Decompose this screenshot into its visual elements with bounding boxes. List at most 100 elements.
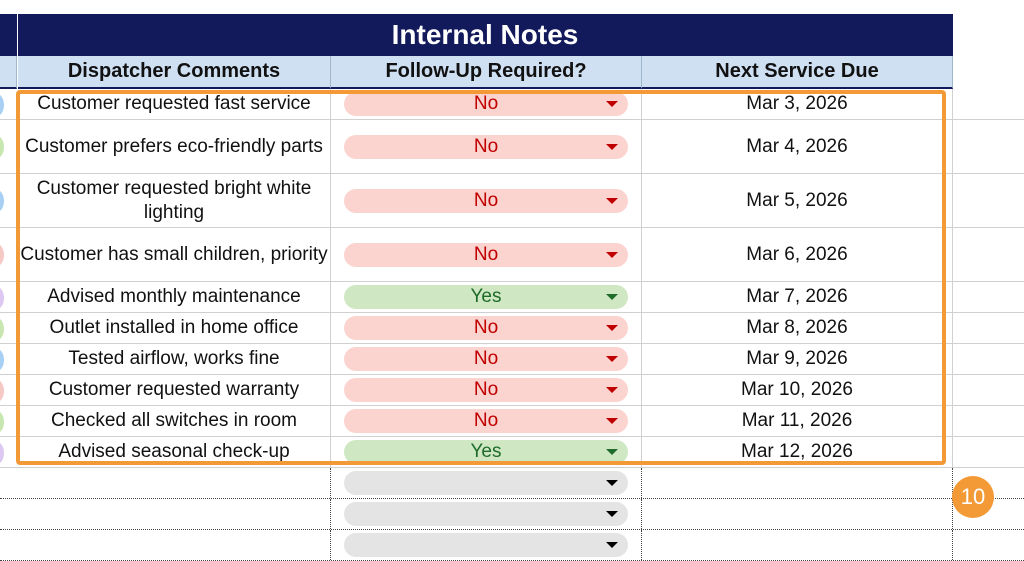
next-service-cell[interactable]: Mar 7, 2026 bbox=[642, 282, 953, 312]
followup-dropdown[interactable] bbox=[344, 533, 628, 557]
next-service-cell[interactable]: Mar 11, 2026 bbox=[642, 406, 953, 436]
empty-table-row[interactable] bbox=[0, 468, 1024, 499]
dispatcher-comment-cell[interactable]: Customer requested fast service bbox=[18, 89, 331, 119]
dropdown-caret-icon bbox=[606, 356, 618, 362]
table-row[interactable]: Customer requested warranty No Mar 10, 202… bbox=[0, 375, 1024, 406]
followup-cell bbox=[331, 468, 642, 498]
dispatcher-comment-cell[interactable]: Customer requested warranty bbox=[18, 375, 331, 405]
dispatcher-comment-cell[interactable]: Checked all switches in room bbox=[18, 406, 331, 436]
followup-dropdown[interactable] bbox=[344, 471, 628, 495]
dispatcher-comment-cell[interactable] bbox=[18, 499, 331, 529]
banner-right-edge bbox=[952, 14, 953, 56]
dispatcher-comment-cell[interactable]: Customer requested bright white lighting bbox=[18, 174, 331, 227]
table-row[interactable]: Advised monthly maintenance Yes Mar 7, 202… bbox=[0, 282, 1024, 313]
next-service-cell[interactable] bbox=[642, 468, 953, 498]
row-status-dot bbox=[0, 441, 4, 464]
dispatcher-comment-cell[interactable] bbox=[18, 468, 331, 498]
followup-dropdown[interactable]: No bbox=[344, 188, 628, 213]
next-service-date: Mar 4, 2026 bbox=[746, 135, 848, 157]
followup-dropdown[interactable]: No bbox=[344, 378, 628, 402]
table-row[interactable]: Customer requested fast service No Mar 3, … bbox=[0, 89, 1024, 120]
column-header-next-service[interactable]: Next Service Due bbox=[642, 56, 953, 89]
next-service-cell[interactable]: Mar 4, 2026 bbox=[642, 120, 953, 173]
followup-cell: No bbox=[331, 375, 642, 405]
next-service-date: Mar 5, 2026 bbox=[746, 189, 848, 211]
followup-dropdown[interactable]: No bbox=[344, 409, 628, 433]
table-row[interactable]: Checked all switches in room No Mar 11, 20… bbox=[0, 406, 1024, 437]
next-service-cell[interactable]: Mar 5, 2026 bbox=[642, 174, 953, 227]
next-service-date: Mar 12, 2026 bbox=[741, 441, 853, 462]
followup-dropdown[interactable]: No bbox=[344, 347, 628, 371]
column-header-comments[interactable]: Dispatcher Comments bbox=[18, 56, 331, 89]
table-row[interactable]: Advised seasonal check-up Yes Mar 12, 2026 bbox=[0, 437, 1024, 468]
dropdown-caret-icon bbox=[606, 387, 618, 393]
next-service-cell[interactable]: Mar 8, 2026 bbox=[642, 313, 953, 343]
dispatcher-comment: Checked all switches in room bbox=[50, 410, 298, 431]
row-status-dot bbox=[0, 317, 4, 340]
table-row[interactable]: Customer has small children, priority No M… bbox=[0, 228, 1024, 282]
column-header-comments-label: Dispatcher Comments bbox=[67, 60, 281, 82]
followup-cell: Yes bbox=[331, 437, 642, 467]
dropdown-caret-icon bbox=[606, 325, 618, 331]
dropdown-caret-icon bbox=[606, 101, 618, 107]
followup-dropdown[interactable]: No bbox=[344, 242, 628, 267]
table-row[interactable]: Customer prefers eco-friendly parts No Mar… bbox=[0, 120, 1024, 174]
followup-value: No bbox=[473, 317, 499, 338]
followup-value: Yes bbox=[470, 286, 502, 307]
dropdown-caret-icon bbox=[606, 542, 618, 548]
followup-value: No bbox=[473, 379, 499, 400]
dropdown-caret-icon bbox=[606, 143, 618, 150]
table-row[interactable]: Tested airflow, works fine No Mar 9, 2026 bbox=[0, 344, 1024, 375]
dispatcher-comment: Customer requested fast service bbox=[37, 93, 311, 114]
followup-cell bbox=[331, 499, 642, 529]
dispatcher-comment: Customer requested bright white lighting bbox=[36, 177, 312, 223]
next-service-date: Mar 3, 2026 bbox=[746, 93, 848, 114]
next-service-cell[interactable] bbox=[642, 530, 953, 560]
dispatcher-comment-cell[interactable]: Outlet installed in home office bbox=[18, 313, 331, 343]
next-service-date: Mar 11, 2026 bbox=[741, 410, 853, 431]
next-service-date: Mar 10, 2026 bbox=[741, 379, 853, 400]
followup-cell: No bbox=[331, 89, 642, 119]
next-service-cell[interactable]: Mar 12, 2026 bbox=[642, 437, 953, 467]
table-row[interactable]: Outlet installed in home office No Mar 8, … bbox=[0, 313, 1024, 344]
dispatcher-comment: Customer prefers eco-friendly parts bbox=[25, 135, 323, 157]
dispatcher-comment-cell[interactable]: Tested airflow, works fine bbox=[18, 344, 331, 374]
dispatcher-comment: Customer has small children, priority bbox=[20, 243, 328, 265]
followup-dropdown[interactable]: Yes bbox=[344, 285, 628, 309]
empty-table-row[interactable] bbox=[0, 499, 1024, 530]
next-service-cell[interactable]: Mar 6, 2026 bbox=[642, 228, 953, 281]
row-status-dot bbox=[0, 93, 4, 116]
dispatcher-comment: Advised seasonal check-up bbox=[58, 441, 290, 462]
empty-table-row[interactable] bbox=[0, 530, 1024, 561]
dispatcher-comment: Customer requested warranty bbox=[48, 379, 300, 400]
dispatcher-comment-cell[interactable] bbox=[18, 530, 331, 560]
dropdown-caret-icon bbox=[606, 251, 618, 258]
followup-dropdown[interactable]: No bbox=[344, 316, 628, 340]
dispatcher-comment: Advised monthly maintenance bbox=[47, 286, 301, 307]
followup-dropdown[interactable]: No bbox=[344, 134, 628, 159]
section-title-banner: Internal Notes bbox=[18, 14, 952, 56]
followup-dropdown[interactable]: No bbox=[344, 92, 628, 116]
followup-value: No bbox=[473, 189, 499, 211]
dispatcher-comment-cell[interactable]: Advised seasonal check-up bbox=[18, 437, 331, 467]
next-service-cell[interactable]: Mar 10, 2026 bbox=[642, 375, 953, 405]
dispatcher-comment-cell[interactable]: Customer has small children, priority bbox=[18, 228, 331, 281]
row-status-dot bbox=[0, 348, 4, 371]
followup-dropdown[interactable]: Yes bbox=[344, 440, 628, 464]
next-service-cell[interactable] bbox=[642, 499, 953, 529]
followup-cell: No bbox=[331, 344, 642, 374]
next-service-date: Mar 9, 2026 bbox=[746, 348, 848, 369]
next-service-cell[interactable]: Mar 9, 2026 bbox=[642, 344, 953, 374]
table-row[interactable]: Customer requested bright white lighting… bbox=[0, 174, 1024, 228]
followup-value: No bbox=[473, 135, 499, 157]
next-service-cell[interactable]: Mar 3, 2026 bbox=[642, 89, 953, 119]
followup-value: No bbox=[473, 93, 499, 114]
followup-dropdown[interactable] bbox=[344, 502, 628, 526]
followup-cell: No bbox=[331, 120, 642, 173]
row-status-dot bbox=[0, 136, 4, 158]
followup-cell: No bbox=[331, 228, 642, 281]
dispatcher-comment-cell[interactable]: Customer prefers eco-friendly parts bbox=[18, 120, 331, 173]
column-header-followup[interactable]: Follow-Up Required? bbox=[331, 56, 642, 89]
dispatcher-comment: Tested airflow, works fine bbox=[68, 348, 280, 369]
dispatcher-comment-cell[interactable]: Advised monthly maintenance bbox=[18, 282, 331, 312]
